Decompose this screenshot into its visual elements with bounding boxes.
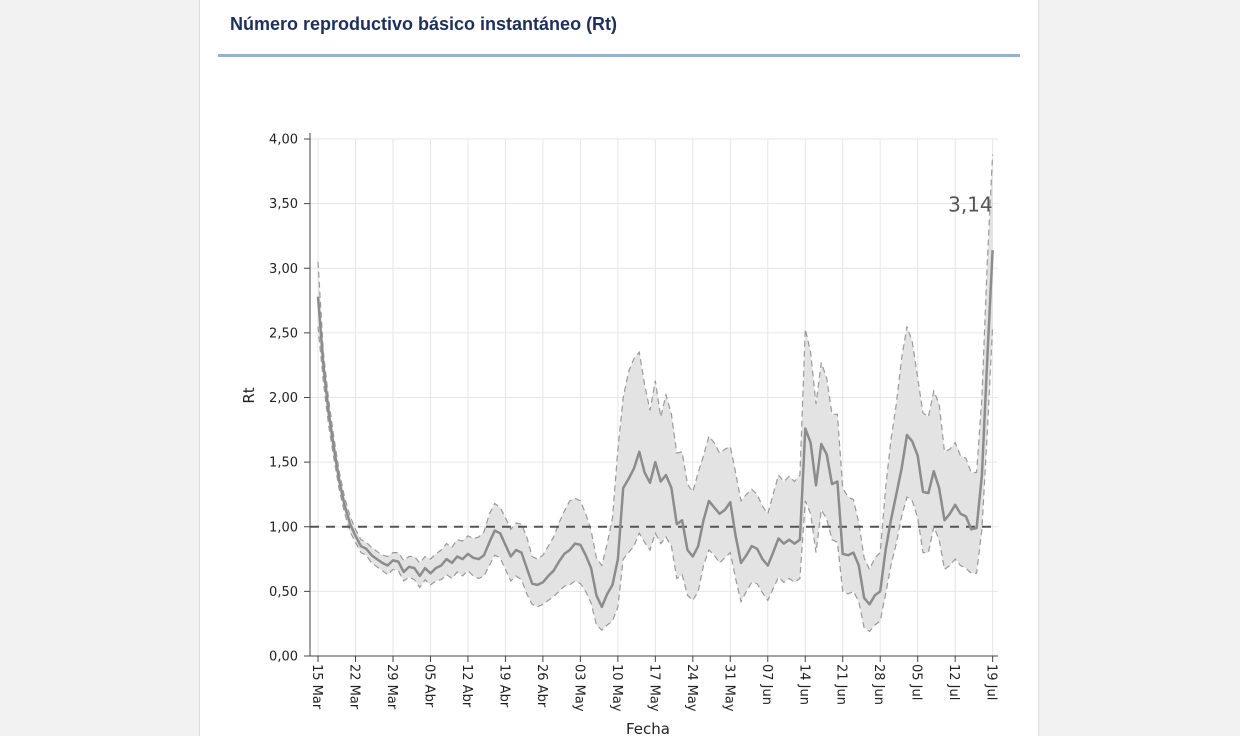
y-tick-label: 1,00: [269, 520, 298, 535]
lower-bound-line: [317, 326, 994, 633]
y-tick-label: 1,50: [269, 456, 298, 471]
y-tick-label: 3,50: [269, 197, 298, 212]
x-tick-label: 03 May: [571, 664, 586, 712]
confidence-band-area: [318, 154, 993, 632]
x-tick-label: 10 May: [609, 664, 624, 712]
x-tick-label: 14 Jun: [796, 664, 811, 705]
labels: 3,14 Fecha Rt: [240, 192, 993, 736]
x-tick-label: 24 May: [684, 664, 699, 712]
x-tick-label: 31 May: [721, 664, 736, 712]
x-tick-label: 12 Jul: [946, 664, 961, 700]
rt-line: [316, 250, 994, 609]
y-tick-label: 0,00: [269, 650, 298, 665]
chart-card: Número reproductivo básico instantáneo (…: [200, 0, 1038, 736]
x-tick-label: 07 Jun: [759, 664, 774, 705]
x-tick-label: 22 Mar: [347, 664, 362, 710]
title-divider: [218, 54, 1020, 57]
x-tick-label: 28 Jun: [871, 664, 886, 705]
page-title: Número reproductivo básico instantáneo (…: [230, 14, 618, 34]
y-tick-label: 2,00: [269, 391, 298, 406]
x-tick-label: 12 Abr: [459, 664, 474, 708]
x-tick-label: 05 Jul: [909, 664, 924, 700]
rt-line-group: [316, 250, 994, 609]
x-axis-title: Fecha: [626, 720, 670, 736]
x-tick-label: 19 Jul: [984, 664, 999, 700]
y-tick-label: 3,00: [269, 262, 298, 277]
y-axis-title: Rt: [240, 387, 258, 403]
confidence-band: [317, 154, 994, 633]
x-tick-label: 19 Abr: [496, 664, 511, 708]
x-tick-label: 21 Jun: [834, 664, 849, 705]
x-tick-label: 05 Abr: [421, 664, 436, 708]
x-tick-label: 15 Mar: [309, 664, 324, 710]
y-tick-label: 0,50: [269, 585, 298, 600]
axes: 0,00 0,50 1,00 1,50 2,00 2,50 3,00 3,50 4,00 15 M…: [269, 133, 999, 712]
x-tick-label: 26 Abr: [534, 664, 549, 708]
x-tick-label: 17 May: [646, 664, 661, 712]
y-tick-label: 4,00: [269, 133, 298, 148]
x-tick-label: 29 Mar: [384, 664, 399, 710]
last-value-label: 3,14: [948, 192, 993, 216]
y-tick-label: 2,50: [269, 326, 298, 341]
upper-bound-line: [317, 154, 994, 571]
